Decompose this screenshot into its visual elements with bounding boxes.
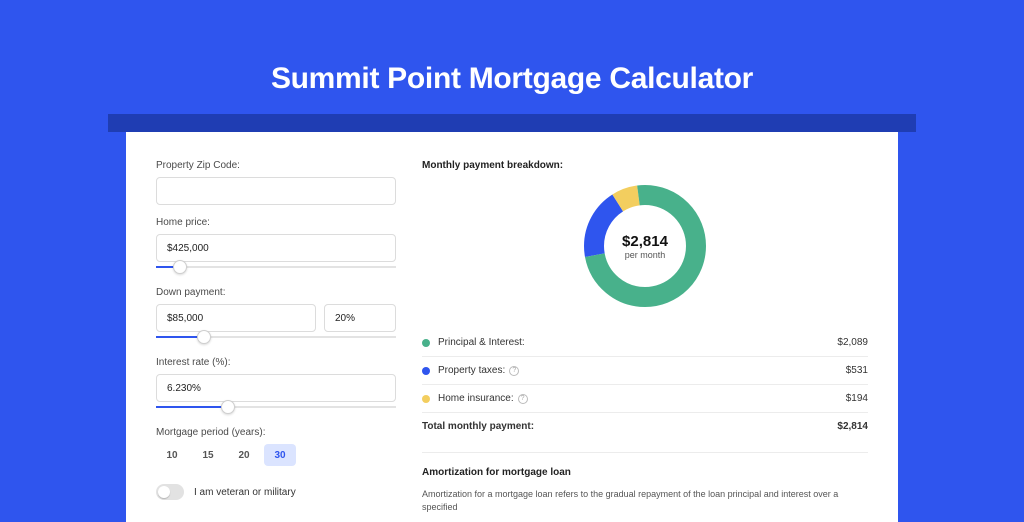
period-option-20[interactable]: 20 bbox=[228, 444, 260, 466]
home-price-slider[interactable] bbox=[156, 261, 396, 275]
legend-dot-icon bbox=[422, 367, 430, 375]
legend-row-pi: Principal & Interest: $2,089 bbox=[422, 329, 868, 356]
calculator-card: Property Zip Code: Home price: Down paym… bbox=[126, 132, 898, 522]
legend-value-ins: $194 bbox=[846, 393, 868, 404]
veteran-toggle[interactable] bbox=[156, 484, 184, 500]
down-payment-group: Down payment: bbox=[156, 287, 396, 345]
legend-label-total: Total monthly payment: bbox=[422, 421, 837, 432]
header-band bbox=[108, 114, 916, 132]
interest-input[interactable] bbox=[156, 374, 396, 402]
veteran-row: I am veteran or military bbox=[156, 484, 396, 500]
period-group: Mortgage period (years): 10 15 20 30 bbox=[156, 427, 396, 466]
legend-row-ins: Home insurance: ? $194 bbox=[422, 384, 868, 412]
help-icon[interactable]: ? bbox=[509, 366, 519, 376]
breakdown-title: Monthly payment breakdown: bbox=[422, 160, 868, 171]
zip-input[interactable] bbox=[156, 177, 396, 205]
legend-dot-icon bbox=[422, 339, 430, 347]
slider-thumb[interactable] bbox=[197, 330, 211, 344]
legend-label-pi: Principal & Interest: bbox=[438, 337, 837, 348]
legend-dot-icon bbox=[422, 395, 430, 403]
donut-center: $2,814 per month bbox=[622, 233, 668, 260]
interest-group: Interest rate (%): bbox=[156, 357, 396, 415]
period-option-10[interactable]: 10 bbox=[156, 444, 188, 466]
amortization-section: Amortization for mortgage loan Amortizat… bbox=[422, 452, 868, 513]
donut-amount: $2,814 bbox=[622, 233, 668, 250]
interest-label: Interest rate (%): bbox=[156, 357, 396, 368]
veteran-label: I am veteran or military bbox=[194, 487, 296, 498]
legend-label-tax: Property taxes: ? bbox=[438, 365, 846, 376]
amortization-text: Amortization for a mortgage loan refers … bbox=[422, 488, 868, 513]
slider-thumb[interactable] bbox=[173, 260, 187, 274]
down-payment-input[interactable] bbox=[156, 304, 316, 332]
legend-value-tax: $531 bbox=[846, 365, 868, 376]
amortization-title: Amortization for mortgage loan bbox=[422, 467, 868, 478]
zip-group: Property Zip Code: bbox=[156, 160, 396, 205]
home-price-label: Home price: bbox=[156, 217, 396, 228]
period-option-15[interactable]: 15 bbox=[192, 444, 224, 466]
legend: Principal & Interest: $2,089 Property ta… bbox=[422, 329, 868, 440]
legend-row-tax: Property taxes: ? $531 bbox=[422, 356, 868, 384]
help-icon[interactable]: ? bbox=[518, 394, 528, 404]
page-title: Summit Point Mortgage Calculator bbox=[0, 0, 1024, 114]
donut-subtext: per month bbox=[622, 250, 668, 260]
zip-label: Property Zip Code: bbox=[156, 160, 396, 171]
interest-slider[interactable] bbox=[156, 401, 396, 415]
breakdown-column: Monthly payment breakdown: $2,814 per mo… bbox=[422, 160, 868, 522]
down-payment-slider[interactable] bbox=[156, 331, 396, 345]
slider-thumb[interactable] bbox=[221, 400, 235, 414]
home-price-input[interactable] bbox=[156, 234, 396, 262]
down-payment-pct-input[interactable] bbox=[324, 304, 396, 332]
period-option-30[interactable]: 30 bbox=[264, 444, 296, 466]
down-payment-label: Down payment: bbox=[156, 287, 396, 298]
legend-row-total: Total monthly payment: $2,814 bbox=[422, 412, 868, 440]
period-label: Mortgage period (years): bbox=[156, 427, 396, 438]
legend-value-total: $2,814 bbox=[837, 421, 868, 432]
donut-chart: $2,814 per month bbox=[422, 171, 868, 321]
home-price-group: Home price: bbox=[156, 217, 396, 275]
legend-label-ins: Home insurance: ? bbox=[438, 393, 846, 404]
legend-value-pi: $2,089 bbox=[837, 337, 868, 348]
inputs-column: Property Zip Code: Home price: Down paym… bbox=[156, 160, 396, 522]
